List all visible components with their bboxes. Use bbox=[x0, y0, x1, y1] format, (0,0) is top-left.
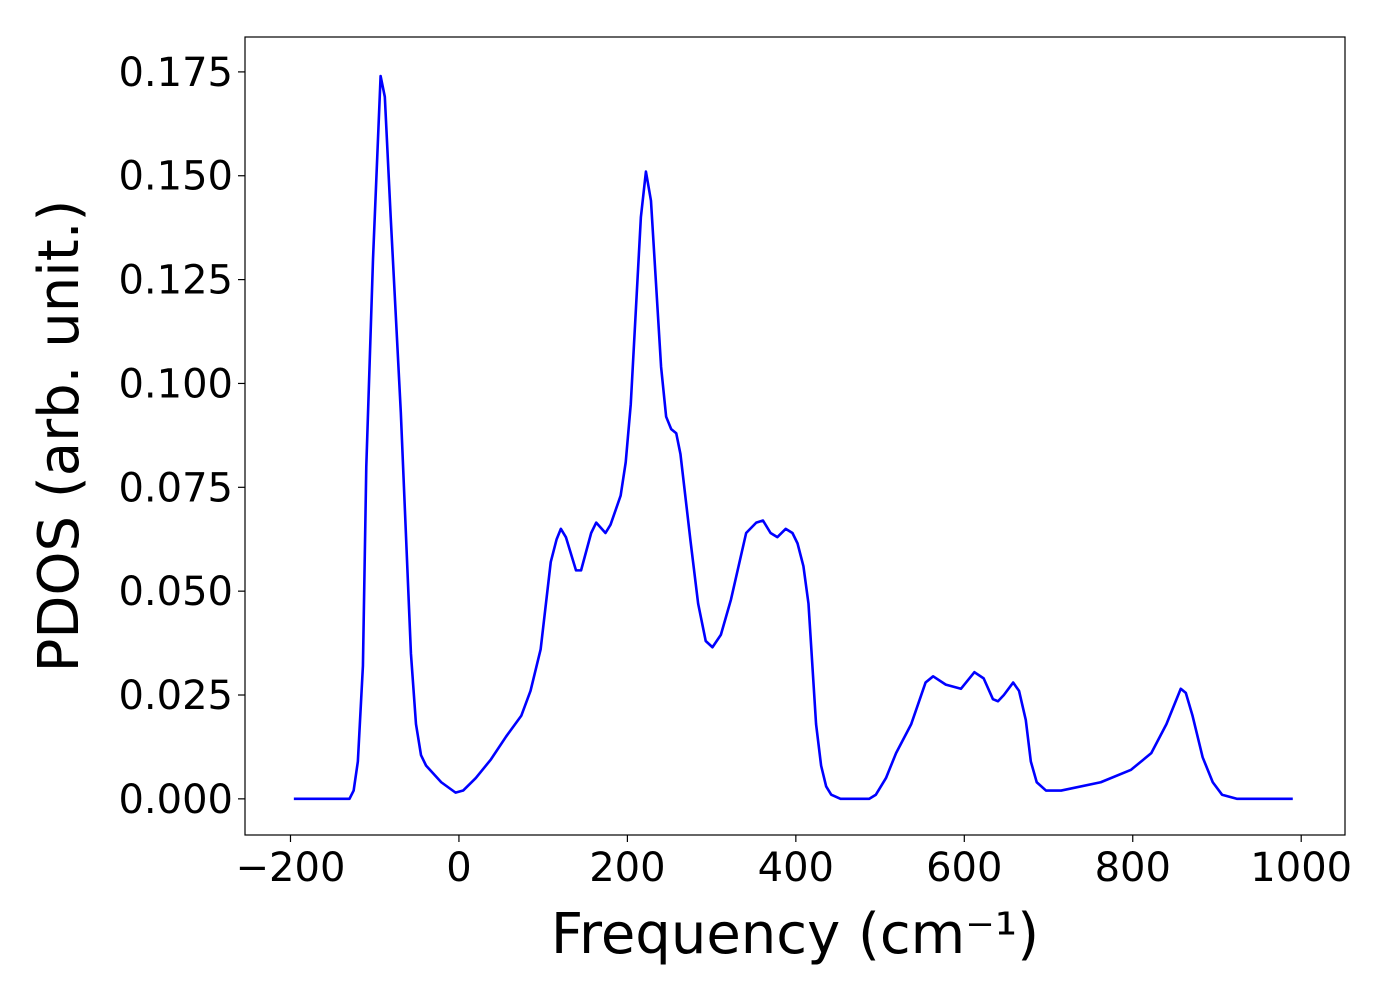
x-tick-label: 0 bbox=[446, 845, 471, 891]
y-tick-label: 0.100 bbox=[118, 361, 233, 407]
y-tick-label: 0.025 bbox=[118, 673, 233, 719]
x-tick-label: 200 bbox=[589, 845, 665, 891]
x-tick-label: −200 bbox=[236, 845, 346, 891]
x-tick-label: 1000 bbox=[1250, 845, 1352, 891]
y-tick-label: 0.175 bbox=[118, 50, 233, 96]
y-tick-label: 0.150 bbox=[118, 154, 233, 200]
x-tick-label: 800 bbox=[1095, 845, 1171, 891]
y-tick-label: 0.125 bbox=[118, 258, 233, 304]
data-line bbox=[293, 74, 1293, 801]
x-axis-label: Frequency (cm⁻¹) bbox=[551, 902, 1039, 967]
x-tick-label: 400 bbox=[758, 845, 834, 891]
y-tick-label: 0.000 bbox=[118, 777, 233, 823]
y-axis-label: PDOS (arb. unit.) bbox=[27, 200, 92, 673]
y-tick-label: 0.075 bbox=[118, 465, 233, 511]
x-tick-label: 600 bbox=[926, 845, 1002, 891]
y-tick-label: 0.050 bbox=[118, 569, 233, 615]
plot-frame bbox=[244, 36, 1346, 836]
